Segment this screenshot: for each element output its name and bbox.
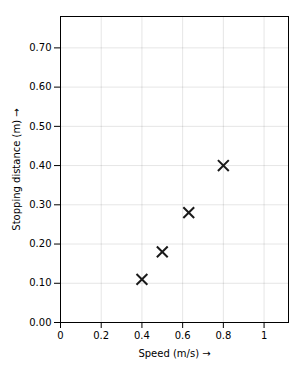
svg-text:0.4: 0.4 (134, 330, 150, 341)
svg-text:0.00: 0.00 (29, 317, 51, 328)
svg-text:0.10: 0.10 (29, 277, 51, 288)
svg-text:Stopping distance (m) →: Stopping distance (m) → (11, 108, 22, 230)
svg-text:0: 0 (57, 330, 63, 341)
svg-text:0.40: 0.40 (29, 160, 51, 171)
svg-text:0.70: 0.70 (29, 42, 51, 53)
svg-text:0.6: 0.6 (175, 330, 191, 341)
svg-text:0.30: 0.30 (29, 199, 51, 210)
svg-text:Speed (m/s) →: Speed (m/s) → (138, 348, 210, 359)
svg-text:0.2: 0.2 (93, 330, 109, 341)
svg-text:1: 1 (261, 330, 267, 341)
svg-text:0.8: 0.8 (215, 330, 231, 341)
svg-text:0.60: 0.60 (29, 81, 51, 92)
svg-text:0.20: 0.20 (29, 238, 51, 249)
svg-text:0.50: 0.50 (29, 121, 51, 132)
